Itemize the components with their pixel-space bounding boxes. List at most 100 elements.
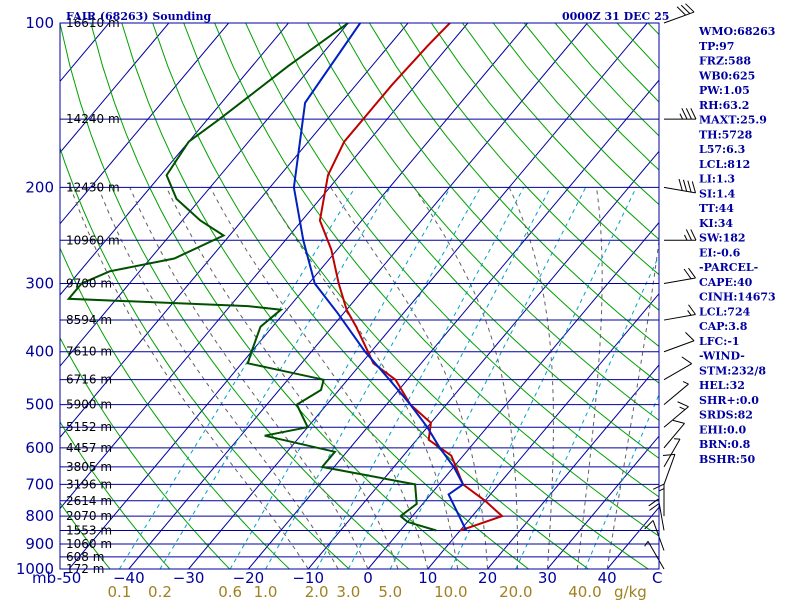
height-label: 7610 m — [66, 345, 112, 359]
mixing-ratio-tick-label: 40.0 — [568, 583, 601, 600]
index-entry: -PARCEL- — [699, 261, 758, 274]
index-entry: SW:182 — [699, 232, 746, 245]
wind-barb-flag — [648, 498, 659, 507]
index-entry: LCL:724 — [699, 305, 751, 318]
pressure-label: 1000 — [16, 560, 54, 578]
wind-barb-staff — [663, 363, 692, 381]
mixing-ratio-line — [450, 187, 637, 569]
pressure-label: 100 — [25, 14, 54, 32]
wind-barb — [663, 332, 695, 353]
index-entry: LCL:812 — [699, 158, 750, 171]
wind-barb — [664, 229, 697, 241]
wind-barb-flag — [688, 267, 696, 279]
pressure-label: 700 — [25, 475, 54, 493]
index-entry: SRDS:82 — [699, 409, 753, 422]
mixing-ratio-line — [316, 187, 525, 569]
height-label: 6716 m — [66, 373, 112, 387]
height-label: 608 m — [66, 550, 104, 564]
index-entry: FRZ:588 — [699, 55, 751, 68]
wind-barb-flag — [685, 108, 692, 120]
wind-barb-staff — [663, 406, 689, 428]
moist-adiabat-line — [263, 187, 459, 569]
index-entry: CINH:14673 — [699, 291, 776, 304]
mixing-ratio-line — [265, 187, 481, 569]
moist-adiabat-line — [508, 187, 554, 569]
wind-barb-staff — [663, 277, 696, 285]
dewpoint-trace — [66, 23, 437, 532]
wind-barb-flag — [644, 520, 654, 530]
mixing-ratio-tick-label: 10.0 — [434, 583, 467, 600]
wind-barb — [663, 438, 681, 468]
index-entry: L57:6.3 — [699, 143, 745, 156]
wind-barb-flag — [649, 502, 660, 511]
index-entry: MAXT:25.9 — [699, 114, 767, 127]
isotherm-line — [60, 23, 469, 510]
wind-barb-flag — [685, 3, 695, 13]
index-entry: TH:5728 — [699, 128, 753, 141]
temperature-tick-label: −40 — [113, 569, 145, 587]
mixing-ratio-tick-label: 3.0 — [336, 583, 360, 600]
sounding-traces — [66, 23, 505, 532]
wind-barb — [663, 356, 692, 381]
isotherm-line — [188, 23, 648, 569]
temperature-tick-label: 20 — [478, 569, 497, 587]
index-entry: -WIND- — [699, 350, 745, 363]
station-title: FAIR (68263) Sounding — [66, 10, 211, 23]
temperature-trace — [318, 23, 505, 532]
isotherm-line — [68, 23, 529, 569]
wind-barb — [644, 541, 665, 570]
height-label: 5900 m — [66, 398, 112, 412]
index-entry: STM:232/8 — [699, 364, 766, 377]
moist-adiabat-line — [413, 187, 518, 569]
wind-barb — [663, 401, 689, 428]
wind-barb-flag — [644, 541, 649, 547]
index-entry: WB0:625 — [698, 69, 755, 82]
wind-barb-flag — [679, 113, 684, 120]
isotherm-line — [427, 292, 659, 569]
height-label: 4457 m — [66, 441, 112, 455]
pressure-label: 300 — [25, 275, 54, 293]
wind-barb-flag — [680, 4, 691, 14]
isotherm-line — [248, 79, 659, 569]
isotherm-line — [128, 23, 588, 569]
temperature-tick-label: -50 — [57, 569, 82, 587]
mixing-ratio-axis-label: g/kg — [614, 583, 647, 600]
wind-barb — [663, 3, 695, 24]
mixing-ratio-line — [229, 187, 451, 569]
background-lines — [60, 23, 659, 569]
mixing-ratio-tick-label: 1.0 — [254, 583, 278, 600]
index-entry: BRN:0.8 — [699, 438, 751, 451]
index-entry: BSHR:50 — [699, 453, 755, 466]
isotherm-line — [60, 23, 230, 225]
wind-barb-flag — [683, 268, 692, 280]
wind-barb-flag — [681, 108, 688, 120]
wind-barb-flag — [691, 181, 696, 194]
height-label: 8594 m — [66, 313, 112, 327]
index-entry: EHI:0.0 — [699, 423, 746, 436]
height-label: 12430 m — [66, 180, 120, 194]
temperature-tick-label: −30 — [173, 569, 205, 587]
wind-barb — [663, 419, 685, 449]
index-entry: RH:63.2 — [699, 99, 749, 112]
height-label: 2614 m — [66, 494, 112, 508]
wind-barb-flag — [679, 406, 686, 411]
height-label: 3805 m — [66, 460, 112, 474]
wind-barb-staff — [663, 11, 695, 24]
mixing-ratio-line — [389, 187, 587, 569]
mixing-ratio-tick-label: 0.1 — [107, 583, 131, 600]
temperature-tick-label: −20 — [233, 569, 265, 587]
height-label: 5152 m — [66, 420, 112, 434]
isotherm-line — [60, 23, 289, 296]
index-entry: CAP:3.8 — [699, 320, 748, 333]
index-entry: KI:34 — [699, 217, 733, 230]
wind-barb — [662, 453, 676, 485]
index-entry: WMO:68263 — [698, 25, 775, 38]
wind-barb-flag — [685, 229, 692, 241]
index-entry: PW:1.05 — [699, 84, 750, 97]
index-entry: CAPE:40 — [699, 276, 753, 289]
isotherm-line — [60, 23, 349, 367]
wind-barb-flag — [683, 234, 688, 241]
mixing-ratio-tick-label: 5.0 — [378, 583, 402, 600]
